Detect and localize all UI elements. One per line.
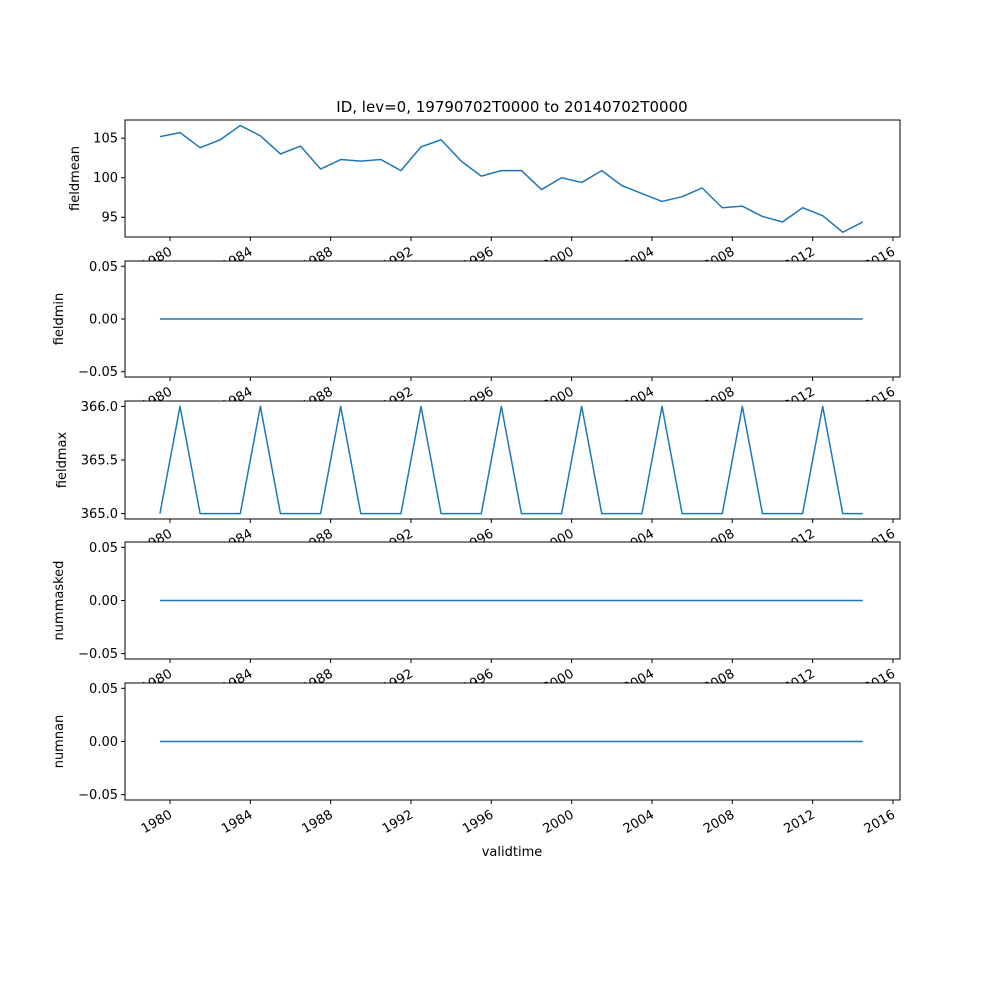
y-tick-label: −0.05 — [78, 647, 118, 662]
y-tick-label: 0.00 — [89, 594, 118, 609]
y-tick-label: 0.00 — [89, 313, 118, 328]
y-tick-label: 366.0 — [81, 400, 118, 415]
y-tick-label: 0.05 — [89, 260, 118, 275]
y-axis-label-fieldmin: fieldmin — [52, 293, 67, 346]
y-tick-label: 365.5 — [81, 454, 118, 469]
chart-title: ID, lev=0, 19790702T0000 to 20140702T000… — [336, 98, 687, 116]
y-tick-label: 100 — [93, 171, 118, 186]
x-tick-label: 1984 — [219, 807, 255, 837]
panel-numnan: −0.05 0.00 0.05 numnan 1980 1984 1988 1992 1996 2… — [52, 682, 901, 837]
plot-background — [125, 120, 900, 237]
x-tick-label: 2012 — [781, 807, 817, 837]
series-line-fieldmean — [159, 124, 864, 234]
y-tick-label: −0.05 — [78, 788, 118, 803]
y-tick-label: 0.00 — [89, 735, 118, 750]
y-tick-label: 0.05 — [89, 682, 118, 697]
series-line-fieldmax — [159, 405, 863, 515]
x-tick-label: 2004 — [621, 807, 657, 837]
x-axis-label: validtime — [482, 845, 543, 860]
axes-frame — [124, 119, 901, 238]
y-axis-label-numnan: numnan — [52, 715, 67, 769]
x-tick-label: 1992 — [380, 807, 416, 837]
x-tick-label: 2000 — [540, 807, 576, 837]
x-tick-label: 1980 — [139, 807, 175, 837]
y-axis-label-fieldmax: fieldmax — [55, 432, 70, 489]
x-tick-label: 2016 — [862, 807, 898, 837]
y-tick-label: 95 — [101, 211, 118, 226]
y-tick-label: 365.0 — [81, 507, 118, 522]
plot-background — [125, 401, 900, 519]
y-tick-label: 105 — [93, 132, 118, 147]
x-tick-label: 1988 — [299, 807, 335, 837]
x-tick-label: 2008 — [701, 807, 737, 837]
y-tick-label: 0.05 — [89, 541, 118, 556]
x-tick-label: 1996 — [460, 807, 496, 837]
y-tick-label: −0.05 — [78, 365, 118, 380]
y-axis-label-fieldmean: fieldmean — [68, 146, 83, 211]
y-axis-label-nummasked: nummasked — [52, 561, 67, 641]
